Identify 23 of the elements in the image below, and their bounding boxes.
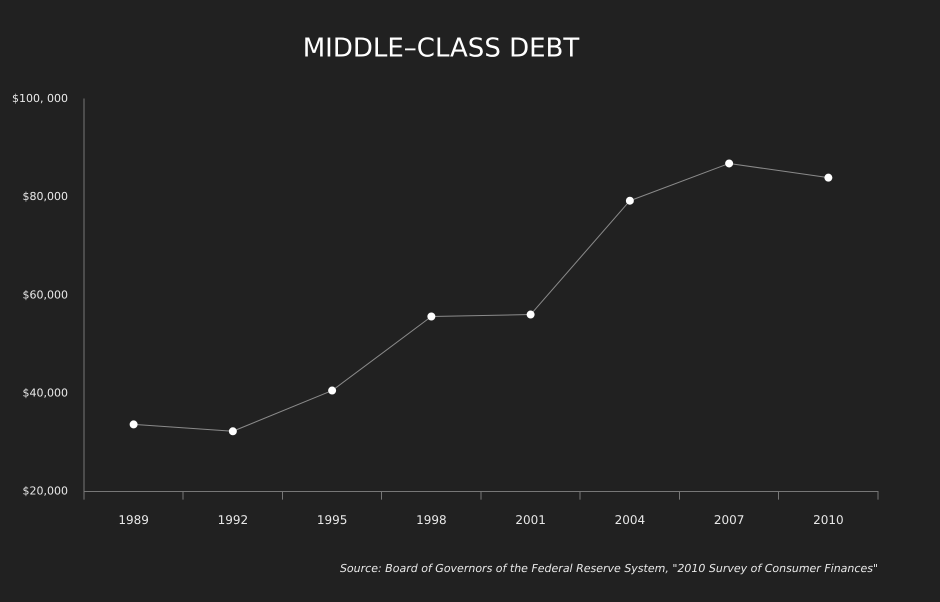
- point: [626, 196, 634, 205]
- y-tick-label: $40,000: [22, 386, 68, 400]
- y-tick-label: $20,000: [22, 484, 68, 498]
- x-tick-label: 2004: [614, 512, 646, 527]
- y-tick-label: $60,000: [22, 288, 68, 302]
- x-tick-label: 2010: [813, 512, 844, 527]
- point: [228, 427, 237, 436]
- point: [130, 420, 138, 428]
- y-tick-label: $80,000: [22, 190, 68, 204]
- point: [328, 386, 336, 395]
- x-tick-label: 2001: [515, 512, 546, 527]
- source-note: Source: Board of Governors of the Federal Reserve System, "2010 Survey of Consumer Finances": [340, 562, 878, 575]
- x-tick-label: 1992: [218, 512, 248, 527]
- point: [824, 174, 832, 182]
- x-tick-label: 1995: [316, 512, 348, 527]
- point: [427, 312, 436, 320]
- point: [725, 159, 734, 168]
- y-tick-label: $100, 000: [12, 92, 68, 106]
- x-tick-label: 2007: [714, 512, 744, 527]
- point: [526, 310, 535, 319]
- x-tick-label: 1998: [416, 512, 447, 527]
- x-tick-label: 1989: [118, 512, 149, 527]
- chart-title: MIDDLE–CLASS DEBT: [302, 33, 580, 64]
